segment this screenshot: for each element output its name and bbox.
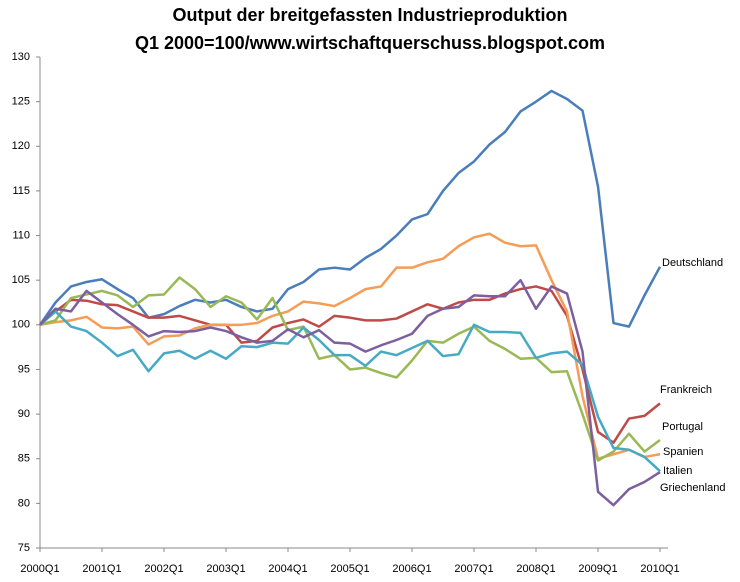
y-tick-label: 125 [12,96,30,108]
series-label: Deutschland [662,257,723,269]
series-label: Portugal [662,421,703,433]
y-tick-label: 120 [12,140,30,152]
x-tick-label: 2009Q1 [578,563,617,575]
y-tick-label: 105 [12,274,30,286]
y-tick-label: 95 [18,363,30,375]
series-line [39,276,661,462]
x-tick-label: 2003Q1 [206,563,245,575]
y-tick-label: 100 [12,319,30,331]
series-line [38,89,662,328]
y-tick-label: 115 [12,185,30,197]
x-tick-label: 2000Q1 [20,563,59,575]
y-tick-label: 75 [18,542,30,554]
y-tick-label: 110 [12,229,30,241]
x-tick-label: 2004Q1 [268,563,307,575]
x-tick-label: 2010Q1 [640,563,679,575]
series-line [39,310,661,473]
x-tick-label: 2008Q1 [516,563,555,575]
x-tick-label: 2005Q1 [330,563,369,575]
series-label: Spanien [663,446,703,458]
chart-subtitle: Q1 2000=100/www.wirtschaftquerschuss.blo… [135,33,605,53]
series-line [39,278,661,507]
series-label: Italien [663,465,692,477]
series-line [39,285,661,444]
y-tick-label: 85 [18,453,30,465]
series-label: Griechenland [660,482,725,494]
series-label: Frankreich [660,384,712,396]
series-line [39,232,661,460]
y-tick-label: 80 [18,497,30,509]
chart-title: Output der breitgefassten Industrieprodu… [172,5,567,25]
x-tick-label: 2001Q1 [82,563,121,575]
x-tick-label: 2002Q1 [144,563,183,575]
y-tick-label: 130 [12,51,30,63]
y-tick-label: 90 [18,408,30,420]
x-tick-label: 2006Q1 [392,563,431,575]
x-tick-label: 2007Q1 [454,563,493,575]
